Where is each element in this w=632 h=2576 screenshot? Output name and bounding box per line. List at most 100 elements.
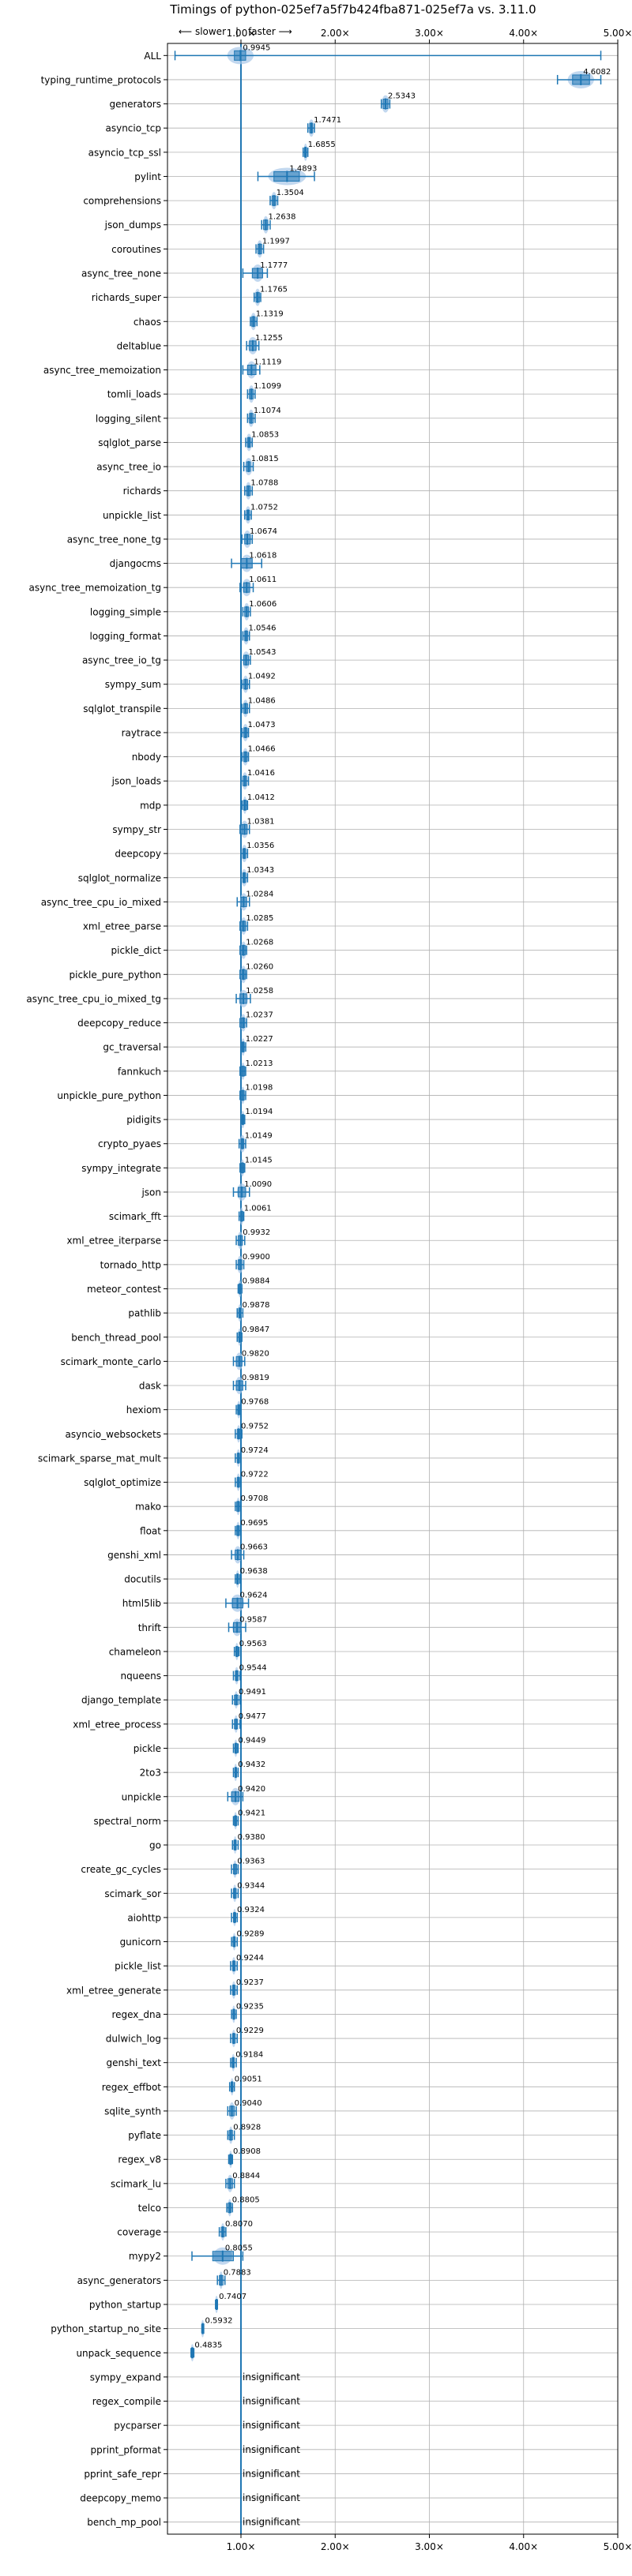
- benchmark-label: scimark_fft: [109, 1211, 161, 1222]
- value-label: 1.6855: [308, 141, 336, 149]
- value-label: 1.4893: [289, 164, 317, 173]
- benchmark-label: unpickle: [122, 1791, 161, 1802]
- value-label: 1.0381: [247, 818, 275, 827]
- benchmark-label: unpack_sequence: [76, 2348, 161, 2359]
- benchmark-label: hexiom: [126, 1404, 161, 1415]
- benchmark-label: scimark_monte_carlo: [61, 1356, 161, 1367]
- benchmark-label: async_tree_io_tg: [82, 655, 161, 666]
- value-label: 1.0466: [248, 745, 276, 754]
- benchmark-label: pickle: [134, 1743, 161, 1754]
- value-label: 0.9695: [240, 1519, 268, 1528]
- benchmark-label: async_tree_cpu_io_mixed_tg: [26, 993, 161, 1004]
- benchmark-label: asyncio_tcp: [105, 123, 161, 134]
- benchmark-label: generators: [109, 99, 161, 110]
- benchmark-label: sqlglot_normalize: [78, 872, 161, 883]
- value-label: 1.1765: [260, 286, 288, 294]
- benchmark-label: unpickle_pure_python: [57, 1090, 161, 1101]
- value-label: 0.4835: [194, 2341, 222, 2349]
- benchmark-label: go: [149, 1840, 161, 1851]
- value-label: 0.9663: [240, 1543, 268, 1551]
- insignificant-label: insignificant: [243, 2420, 300, 2431]
- benchmark-label: deepcopy: [115, 849, 161, 860]
- benchmark-label: asyncio_websockets: [66, 1429, 161, 1440]
- benchmark-label: bench_mp_pool: [87, 2517, 161, 2528]
- benchmark-label: regex_dna: [111, 2009, 161, 2020]
- value-label: 0.8805: [232, 2195, 260, 2204]
- value-label: 1.0546: [249, 624, 276, 632]
- value-label: 1.0356: [246, 842, 274, 850]
- value-label: 0.9587: [239, 1615, 267, 1624]
- value-label: 0.9051: [235, 2075, 262, 2083]
- value-label: 1.0492: [248, 673, 276, 681]
- value-label: 0.8908: [233, 2147, 261, 2156]
- benchmark-label: gunicorn: [120, 1937, 161, 1948]
- benchmark-label: coverage: [117, 2227, 161, 2238]
- benchmark-label: typing_runtime_protocols: [41, 74, 161, 85]
- value-label: 1.0258: [246, 987, 273, 996]
- value-label: 1.0611: [249, 576, 276, 584]
- x-tick-label-top: 2.00×: [321, 28, 350, 39]
- benchmark-label: python_startup: [89, 2300, 161, 2311]
- x-tick-label-top: 5.00×: [604, 28, 632, 39]
- benchmark-label: asyncio_tcp_ssl: [88, 147, 161, 158]
- benchmark-label: pyflate: [128, 2130, 161, 2141]
- value-label: 0.9449: [238, 1736, 265, 1745]
- value-label: 0.8055: [225, 2244, 253, 2253]
- insignificant-label: insignificant: [243, 2468, 300, 2479]
- benchmark-label: mypy2: [129, 2251, 161, 2262]
- benchmark-label: sympy_str: [112, 824, 161, 835]
- grid-layer: [167, 43, 619, 2534]
- value-label: 0.9878: [243, 1301, 270, 1310]
- benchmark-label: async_tree_none_tg: [67, 534, 161, 545]
- x-tick-label-bottom: 5.00×: [604, 2541, 632, 2552]
- value-label: 1.0486: [248, 696, 276, 705]
- benchmark-label: async_tree_cpu_io_mixed: [41, 897, 161, 908]
- benchmark-label: sympy_expand: [90, 2372, 161, 2383]
- benchmark-label: async_tree_io: [96, 462, 161, 473]
- benchmark-label: async_tree_memoization_tg: [29, 583, 161, 594]
- value-label: 1.0237: [246, 1011, 273, 1020]
- benchmark-label: pycparser: [114, 2420, 161, 2432]
- benchmark-label: 2to3: [140, 1768, 161, 1779]
- value-label: 0.9432: [238, 1760, 265, 1769]
- benchmark-label: regex_v8: [118, 2154, 161, 2165]
- value-label: 0.9491: [239, 1688, 266, 1697]
- benchmark-label: deepcopy_reduce: [77, 1018, 161, 1029]
- value-label: 1.0227: [246, 1035, 273, 1044]
- x-tick-label-bottom: 4.00×: [509, 2541, 538, 2552]
- benchmark-label: logging_format: [89, 631, 161, 642]
- value-label: 1.1777: [260, 261, 288, 270]
- benchmark-label: float: [140, 1525, 161, 1536]
- value-label: 1.0853: [251, 430, 279, 439]
- x-tick-label-top: 1.00×: [227, 28, 256, 39]
- benchmark-label: sqlite_synth: [104, 2105, 161, 2117]
- value-label: 0.9752: [241, 1422, 269, 1430]
- value-label: 1.0145: [245, 1156, 273, 1164]
- value-label: 4.6082: [583, 68, 611, 77]
- benchmark-label: json: [141, 1187, 161, 1198]
- value-label: 1.1119: [254, 358, 281, 367]
- benchmark-label: logging_silent: [96, 413, 161, 424]
- benchmark-label: async_tree_memoization: [43, 365, 161, 376]
- x-tick-label-bottom: 2.00×: [321, 2541, 350, 2552]
- benchmark-label: raytrace: [122, 727, 161, 738]
- insignificant-label: insignificant: [243, 2517, 300, 2528]
- benchmark-label: json_dumps: [104, 219, 161, 231]
- value-label: 0.9184: [235, 2051, 263, 2060]
- value-label: 1.1074: [254, 407, 281, 415]
- benchmark-label: create_gc_cycles: [81, 1864, 161, 1875]
- benchmark-label: logging_simple: [90, 606, 161, 617]
- benchmark-label: meteor_contest: [87, 1284, 161, 1295]
- benchmark-label: django_template: [81, 1695, 161, 1706]
- value-label: 1.1099: [254, 382, 281, 391]
- benchmark-label: pprint_safe_repr: [84, 2469, 161, 2480]
- value-label: 1.0198: [245, 1083, 273, 1092]
- value-label: 1.3504: [276, 189, 304, 197]
- benchmark-label: comprehensions: [83, 196, 161, 207]
- value-label: 1.0343: [246, 866, 274, 875]
- value-label: 1.0606: [249, 600, 276, 609]
- value-label: 0.5932: [205, 2317, 233, 2326]
- slower-label: ⟵ slower: [179, 26, 226, 37]
